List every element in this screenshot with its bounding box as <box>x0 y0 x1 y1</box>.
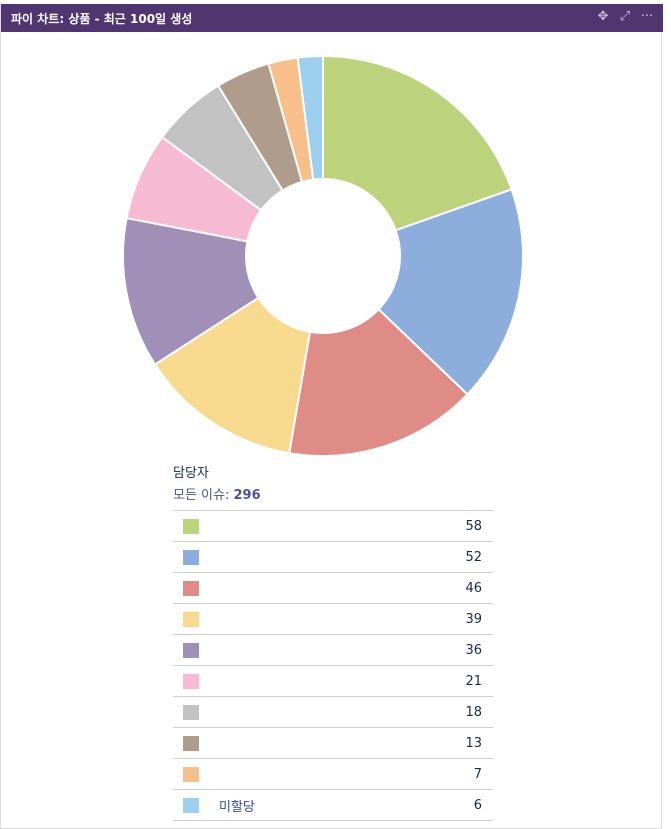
legend-swatch-cell <box>173 789 219 821</box>
pie-slice-1[interactable] <box>322 54 513 232</box>
legend-value: 58 <box>374 510 493 542</box>
gadget-toolbar: ✥ ⤢ ··· <box>595 8 655 26</box>
legend-row[interactable]: 36 <box>173 634 493 666</box>
legend-row[interactable]: 46 <box>173 572 493 604</box>
legend-row[interactable]: 39 <box>173 603 493 635</box>
legend-swatch <box>183 611 199 627</box>
gadget-titlebar: 파이 차트: 상품 - 최근 100일 생성 ✥ ⤢ ··· <box>1 4 663 32</box>
legend-row[interactable]: 7 <box>173 758 493 790</box>
legend-total-value: 296 <box>233 488 261 503</box>
pie-slice-10[interactable] <box>296 54 324 181</box>
legend-row[interactable]: 18 <box>173 696 493 728</box>
legend-title: 담당자 <box>173 466 209 481</box>
legend-swatch-cell <box>173 665 219 697</box>
legend-total: 모든 이슈: 296 <box>173 484 261 503</box>
legend-swatch-cell <box>173 541 219 573</box>
legend-value: 21 <box>374 665 493 697</box>
more-icon[interactable]: ··· <box>640 9 654 24</box>
legend-value: 52 <box>374 541 493 573</box>
move-icon[interactable]: ✥ <box>597 9 609 24</box>
legend-label[interactable] <box>219 510 375 542</box>
legend-swatch <box>183 797 199 813</box>
legend-row[interactable]: 13 <box>173 727 493 759</box>
legend-label[interactable] <box>219 696 375 728</box>
legend-swatch-cell <box>173 696 219 728</box>
legend-value: 39 <box>374 603 493 635</box>
pie-slice-4[interactable] <box>153 296 312 455</box>
legend-value: 46 <box>374 572 493 604</box>
legend-total-label: 모든 이슈: <box>173 488 230 503</box>
legend-swatch-cell <box>173 603 219 635</box>
legend-swatch <box>183 518 199 534</box>
legend-label[interactable] <box>219 572 375 604</box>
legend-swatch <box>183 580 199 596</box>
legend-row[interactable]: 58 <box>173 510 493 542</box>
legend-swatch <box>183 735 199 751</box>
legend-label[interactable] <box>219 758 375 790</box>
legend-value: 13 <box>374 727 493 759</box>
gadget-title: 파이 차트: 상품 - 최근 100일 생성 <box>11 12 193 26</box>
legend-value: 36 <box>374 634 493 666</box>
legend-value: 6 <box>374 789 493 821</box>
legend-swatch <box>183 673 199 689</box>
maximize-icon[interactable]: ⤢ <box>619 9 631 24</box>
legend-value: 18 <box>374 696 493 728</box>
legend-row[interactable]: 52 <box>173 541 493 573</box>
legend-swatch-cell <box>173 510 219 542</box>
legend-label[interactable] <box>219 541 375 573</box>
legend-label[interactable]: 미할당 <box>219 789 375 821</box>
legend-label[interactable] <box>219 634 375 666</box>
legend-row[interactable]: 미할당 6 <box>173 789 493 821</box>
legend-label[interactable] <box>219 727 375 759</box>
donut-chart <box>121 54 525 458</box>
legend-row[interactable]: 21 <box>173 665 493 697</box>
legend-swatch-cell <box>173 727 219 759</box>
pie-slice-3[interactable] <box>288 307 469 457</box>
legend-label[interactable] <box>219 665 375 697</box>
legend-swatch <box>183 549 199 565</box>
pie-chart-gadget: 파이 차트: 상품 - 최근 100일 생성 ✥ ⤢ ··· 담당자 모든 이슈… <box>0 4 663 829</box>
legend-swatch <box>183 642 199 658</box>
legend-swatch <box>183 766 199 782</box>
legend-swatch-cell <box>173 572 219 604</box>
legend-table: 58 52 46 39 36 21 18 13 7 미할당 6 <box>173 510 493 821</box>
legend-swatch-cell <box>173 758 219 790</box>
legend-value: 7 <box>374 758 493 790</box>
legend-label[interactable] <box>219 603 375 635</box>
legend-swatch <box>183 704 199 720</box>
legend-header: 담당자 모든 이슈: 296 <box>173 462 261 503</box>
donut-chart-svg <box>122 54 524 457</box>
legend-swatch-cell <box>173 634 219 666</box>
